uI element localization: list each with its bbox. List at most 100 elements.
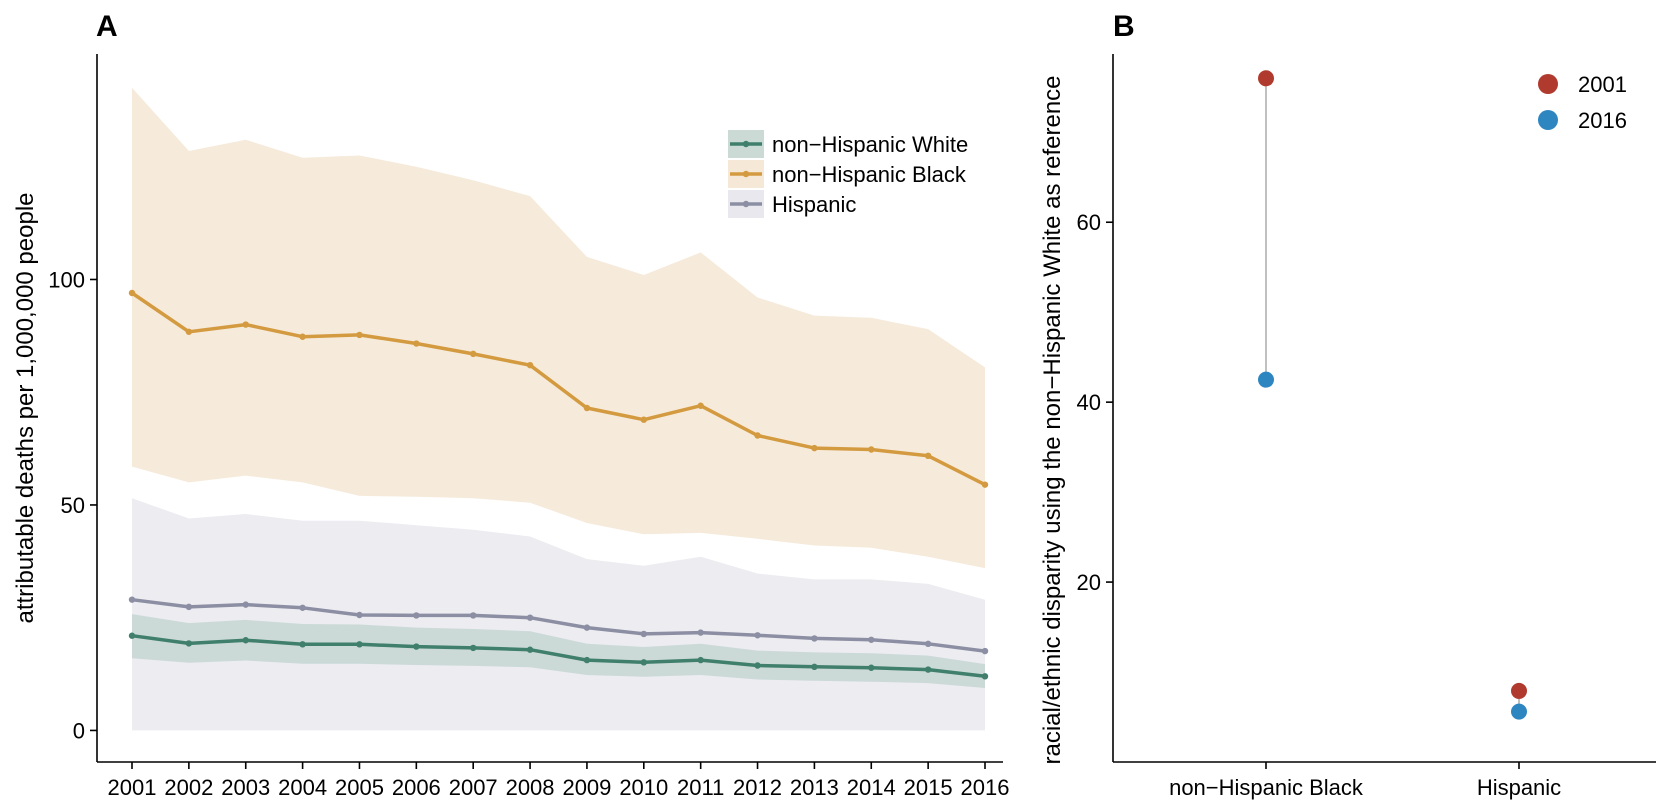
panel-b-legend: 2001 2016 xyxy=(1538,72,1627,133)
point-white-2009 xyxy=(583,656,591,664)
point-black-2007 xyxy=(470,350,477,358)
legend-swatch-point xyxy=(742,170,750,178)
point-white-2002 xyxy=(185,640,193,647)
legend-label: Hispanic xyxy=(772,192,856,217)
point-white-2007 xyxy=(470,644,477,652)
series-line-white xyxy=(131,633,986,679)
point-black-2009 xyxy=(583,404,591,412)
x-tick-label: 2011 xyxy=(677,775,724,800)
point-black-2006 xyxy=(413,340,420,347)
x-tick-label: Hispanic xyxy=(1477,775,1561,800)
legend-label: non−Hispanic White xyxy=(772,132,968,157)
x-tick-label: 2016 xyxy=(961,775,1010,800)
series-line-black xyxy=(131,291,986,487)
x-tick-label: 2010 xyxy=(619,775,668,800)
point-black-2001 xyxy=(128,289,136,297)
point-white-2008 xyxy=(526,646,534,653)
panel-a-y-ticks: 0 50 100 xyxy=(48,267,97,743)
x-tick-label: 2001 xyxy=(108,775,157,800)
panel-a-label: A xyxy=(96,10,118,43)
legend-swatch-point xyxy=(742,200,750,208)
point-black-2005 xyxy=(356,331,363,339)
x-tick-label: 2014 xyxy=(847,775,896,800)
panel-b-y-ticks: 20 40 60 xyxy=(1077,210,1113,595)
band-white xyxy=(132,614,985,688)
x-tick-label: 2006 xyxy=(392,775,441,800)
point-black-2011 xyxy=(697,402,704,409)
point-black-2008 xyxy=(526,361,534,369)
x-tick-label: 2005 xyxy=(335,775,384,800)
legend-dot xyxy=(1538,74,1558,94)
y-tick-label: 20 xyxy=(1077,570,1101,595)
point-hispanic-2012 xyxy=(754,632,761,639)
x-tick-label: 2009 xyxy=(562,775,611,800)
point-white-2005 xyxy=(356,641,363,648)
point-black-2010 xyxy=(640,416,647,423)
point-hispanic-2006 xyxy=(413,612,420,619)
point-hispanic-2007 xyxy=(470,612,477,619)
point-hispanic-2014 xyxy=(868,636,875,643)
x-tick-label: non−Hispanic Black xyxy=(1169,775,1364,800)
legend-swatch-point xyxy=(742,140,750,148)
series-line-hispanic xyxy=(131,597,986,653)
point-hispanic-2015 xyxy=(924,640,932,648)
point-white-2014 xyxy=(868,664,875,671)
panel-a-lines xyxy=(128,289,989,680)
point-hispanic-2016 xyxy=(981,647,989,655)
dot-2016-black xyxy=(1258,371,1274,388)
point-white-2013 xyxy=(811,663,818,671)
legend-label: non−Hispanic Black xyxy=(772,162,967,187)
point-hispanic-2013 xyxy=(811,635,818,642)
dot-2001-hispanic xyxy=(1511,682,1527,699)
panel-a-x-ticks: 2001 2002 2003 2004 2005 2006 2007 2008 2009 2010… xyxy=(108,762,1010,800)
x-tick-label: 2003 xyxy=(221,775,270,800)
point-hispanic-2005 xyxy=(356,611,363,619)
x-tick-label: 2007 xyxy=(449,775,498,800)
x-tick-label: 2015 xyxy=(904,775,953,800)
panel-a-bands xyxy=(132,87,985,731)
point-hispanic-2009 xyxy=(583,624,591,631)
point-hispanic-2004 xyxy=(299,604,306,611)
band-black xyxy=(132,87,985,569)
point-hispanic-2003 xyxy=(242,601,249,608)
panel-b-marks xyxy=(1258,70,1527,720)
point-hispanic-2010 xyxy=(640,630,647,638)
point-hispanic-2008 xyxy=(526,614,534,621)
point-black-2013 xyxy=(811,444,818,452)
panel-b-y-axis-title: racial/ethnic disparity using the non−Hi… xyxy=(1039,75,1066,764)
panel-a-y-axis-title: attributable deaths per 1,000,000 people xyxy=(12,192,39,623)
point-black-2012 xyxy=(754,432,761,439)
point-black-2003 xyxy=(242,321,249,328)
panel-b-label: B xyxy=(1113,10,1135,43)
point-black-2015 xyxy=(924,452,932,460)
point-white-2010 xyxy=(640,659,647,666)
point-hispanic-2011 xyxy=(697,629,704,636)
y-tick-label: 50 xyxy=(61,493,85,518)
x-tick-label: 2013 xyxy=(790,775,839,800)
point-white-2015 xyxy=(924,666,932,673)
x-tick-label: 2012 xyxy=(733,775,782,800)
dot-2016-hispanic xyxy=(1511,703,1527,720)
x-tick-label: 2008 xyxy=(506,775,555,800)
legend-label: 2016 xyxy=(1578,108,1627,133)
panel-a-legend: non−Hispanic White non−Hispanic Black Hisp… xyxy=(728,130,968,218)
y-tick-label: 0 xyxy=(73,718,85,743)
x-tick-label: 2004 xyxy=(278,775,327,800)
point-white-2016 xyxy=(981,673,989,680)
y-tick-label: 100 xyxy=(48,267,85,292)
point-black-2014 xyxy=(868,446,875,453)
point-hispanic-2001 xyxy=(128,596,136,603)
y-tick-label: 40 xyxy=(1077,390,1101,415)
point-white-2004 xyxy=(299,641,306,648)
point-white-2006 xyxy=(413,643,420,650)
point-white-2011 xyxy=(697,656,704,664)
legend-label: 2001 xyxy=(1578,72,1627,97)
point-black-2016 xyxy=(981,481,989,488)
x-tick-label: 2002 xyxy=(164,775,213,800)
panel-b-x-ticks: non−Hispanic Black Hispanic xyxy=(1169,762,1561,800)
point-white-2001 xyxy=(128,632,136,639)
point-black-2004 xyxy=(299,333,306,340)
